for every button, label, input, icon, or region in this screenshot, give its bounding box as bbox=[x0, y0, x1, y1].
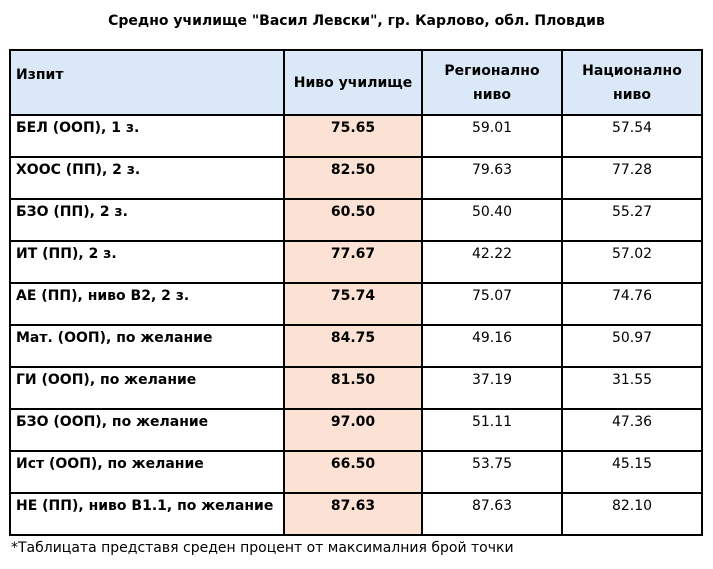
header-cell: Национално ниво bbox=[562, 50, 702, 115]
score-cell: 45.15 bbox=[562, 451, 702, 493]
table-row: НЕ (ПП), ниво В1.1, по желание 87.63 87.63… bbox=[10, 493, 702, 535]
exam-cell: ИТ (ПП), 2 з. bbox=[10, 241, 284, 283]
exam-cell: Мат. (ООП), по желание bbox=[10, 325, 284, 367]
score-cell: 77.67 bbox=[284, 241, 422, 283]
score-cell: 53.75 bbox=[422, 451, 562, 493]
score-cell: 75.65 bbox=[284, 115, 422, 157]
exam-cell: БЕЛ (ООП), 1 з. bbox=[10, 115, 284, 157]
score-cell: 75.74 bbox=[284, 283, 422, 325]
score-cell: 51.11 bbox=[422, 409, 562, 451]
score-cell: 57.54 bbox=[562, 115, 702, 157]
header-cell: Регионално ниво bbox=[422, 50, 562, 115]
exam-cell: АЕ (ПП), ниво В2, 2 з. bbox=[10, 283, 284, 325]
score-cell: 50.97 bbox=[562, 325, 702, 367]
score-cell: 87.63 bbox=[284, 493, 422, 535]
exam-cell: ГИ (ООП), по желание bbox=[10, 367, 284, 409]
table-row: Ист (ООП), по желание 66.50 53.75 45.15 bbox=[10, 451, 702, 493]
score-cell: 81.50 bbox=[284, 367, 422, 409]
table-row: БЕЛ (ООП), 1 з. 75.65 59.01 57.54 bbox=[10, 115, 702, 157]
table-row: ХООС (ПП), 2 з. 82.50 79.63 77.28 bbox=[10, 157, 702, 199]
score-cell: 49.16 bbox=[422, 325, 562, 367]
table-row: Мат. (ООП), по желание 84.75 49.16 50.97 bbox=[10, 325, 702, 367]
header-row: Изпит Ниво училище Регионално ниво Национал… bbox=[10, 50, 702, 115]
score-cell: 97.00 bbox=[284, 409, 422, 451]
score-cell: 87.63 bbox=[422, 493, 562, 535]
title: Средно училище "Васил Левски", гр. Карло… bbox=[108, 13, 605, 29]
score-cell: 42.22 bbox=[422, 241, 562, 283]
score-cell: 60.50 bbox=[284, 199, 422, 241]
score-cell: 50.40 bbox=[422, 199, 562, 241]
score-cell: 84.75 bbox=[284, 325, 422, 367]
table-row: БЗО (ООП), по желание 97.00 51.11 47.36 bbox=[10, 409, 702, 451]
score-cell: 82.50 bbox=[284, 157, 422, 199]
exam-cell: Ист (ООП), по желание bbox=[10, 451, 284, 493]
score-cell: 74.76 bbox=[562, 283, 702, 325]
score-cell: 37.19 bbox=[422, 367, 562, 409]
table-row: ИТ (ПП), 2 з. 77.67 42.22 57.02 bbox=[10, 241, 702, 283]
score-cell: 47.36 bbox=[562, 409, 702, 451]
table-row: БЗО (ПП), 2 з. 60.50 50.40 55.27 bbox=[10, 199, 702, 241]
score-cell: 82.10 bbox=[562, 493, 702, 535]
exam-cell: БЗО (ПП), 2 з. bbox=[10, 199, 284, 241]
score-cell: 79.63 bbox=[422, 157, 562, 199]
table-row: ГИ (ООП), по желание 81.50 37.19 31.55 bbox=[10, 367, 702, 409]
table-body: БЕЛ (ООП), 1 з. 75.65 59.01 57.54 ХООС (ПП),… bbox=[10, 115, 702, 535]
exam-cell: НЕ (ПП), ниво В1.1, по желание bbox=[10, 493, 284, 535]
score-cell: 75.07 bbox=[422, 283, 562, 325]
score-cell: 77.28 bbox=[562, 157, 702, 199]
exam-cell: ХООС (ПП), 2 з. bbox=[10, 157, 284, 199]
table-row: АЕ (ПП), ниво В2, 2 з. 75.74 75.07 74.76 bbox=[10, 283, 702, 325]
score-cell: 59.01 bbox=[422, 115, 562, 157]
results-table: Изпит Ниво училище Регионално ниво Национал… bbox=[9, 49, 703, 536]
footnote: *Таблицата представя среден процент от м… bbox=[11, 540, 514, 556]
header-cell: Ниво училище bbox=[284, 50, 422, 115]
score-cell: 31.55 bbox=[562, 367, 702, 409]
score-cell: 55.27 bbox=[562, 199, 702, 241]
score-cell: 66.50 bbox=[284, 451, 422, 493]
header-cell: Изпит bbox=[10, 50, 284, 115]
exam-cell: БЗО (ООП), по желание bbox=[10, 409, 284, 451]
score-cell: 57.02 bbox=[562, 241, 702, 283]
